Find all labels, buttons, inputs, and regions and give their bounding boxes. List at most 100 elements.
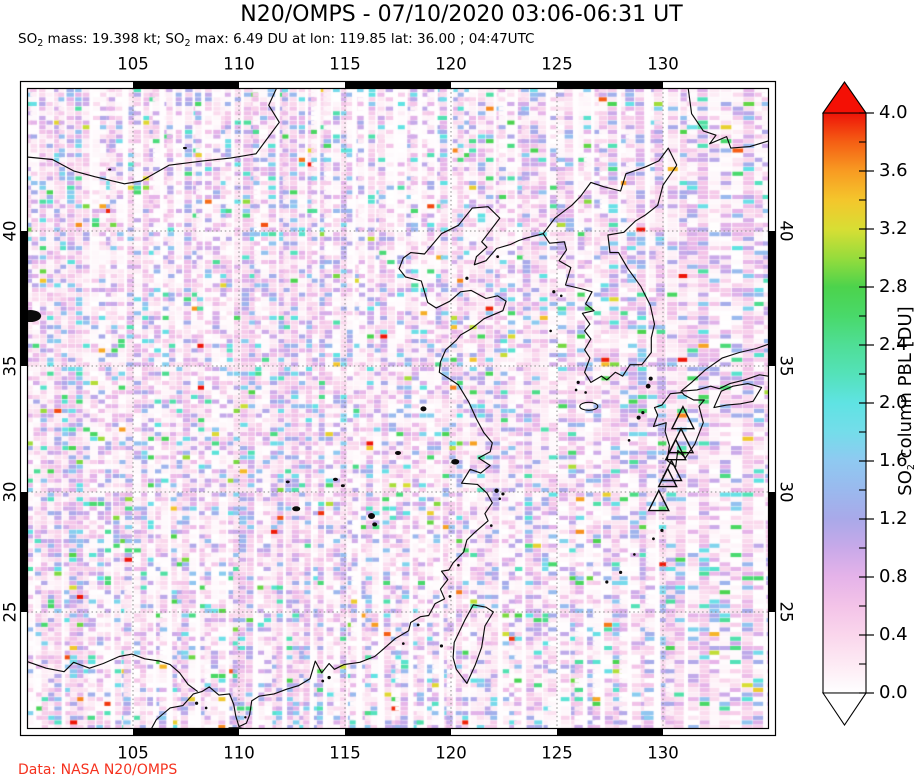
islet: [416, 623, 420, 627]
lake: [372, 522, 378, 527]
lat-tick-left-25: 25: [0, 601, 20, 623]
lake: [451, 458, 460, 465]
coastline-island-kyushu: [652, 391, 705, 468]
lake: [332, 477, 338, 481]
map-inner-frame: [26, 87, 770, 730]
so2-pixel-field: [27, 88, 769, 729]
islet: [627, 439, 631, 442]
islet: [552, 290, 556, 294]
colorbar-tick-label: 0.8: [879, 565, 908, 587]
frame-segment: [345, 728, 451, 736]
frame-segment: [768, 231, 776, 366]
lat-tick-left-35: 35: [0, 355, 20, 377]
coastline-border-vietnam: [27, 653, 199, 693]
frame-segment: [557, 728, 663, 736]
colorbar-tick-label: 1.6: [879, 449, 908, 471]
lake: [340, 484, 345, 488]
frame-segment: [768, 492, 776, 612]
subscript: 2: [906, 464, 917, 471]
lat-tick-right-25: 25: [776, 601, 796, 623]
lat-tick-right-40: 40: [776, 220, 796, 242]
coastline-border-nkorea: [542, 147, 678, 235]
islet: [660, 528, 664, 533]
lat-tick-right-30: 30: [776, 481, 796, 503]
lon-tick-top-110: 110: [223, 54, 255, 74]
coastline-coast-primorye: [687, 88, 769, 149]
lon-tick-bottom-130: 130: [647, 743, 679, 763]
islet: [559, 294, 563, 298]
figure-title: N20/OMPS - 07/10/2020 03:06-06:31 UT: [240, 2, 683, 27]
map-content: [27, 88, 769, 729]
islet: [648, 376, 653, 381]
colorbar-tick-label: 0.0: [879, 681, 908, 703]
lon-tick-top-120: 120: [435, 54, 467, 74]
islet: [448, 595, 452, 598]
lon-tick-top-115: 115: [329, 54, 361, 74]
volcano-marker: [664, 438, 687, 461]
lon-tick-bottom-120: 120: [435, 743, 467, 763]
subscript: 2: [37, 38, 44, 49]
lat-tick-left-40: 40: [0, 220, 20, 242]
island-outline: [579, 401, 599, 411]
coastline-island-shikoku: [713, 383, 763, 409]
islet: [494, 488, 499, 493]
islet: [457, 563, 460, 567]
frame-segment: [20, 231, 28, 366]
islet: [605, 580, 609, 584]
colorbar-tick-label: 3.2: [879, 217, 908, 239]
islet: [327, 675, 331, 680]
coastline-coast-korea: [542, 164, 678, 383]
colorbar-tick-label: 3.6: [879, 159, 908, 181]
islet: [641, 411, 645, 415]
colorbar: [822, 112, 867, 694]
frame-segment: [345, 81, 451, 89]
colorbar-tick-label: 0.4: [879, 623, 908, 645]
islet: [498, 497, 502, 501]
colorbar-tick-label: 2.4: [879, 333, 908, 355]
lon-tick-bottom-105: 105: [117, 743, 149, 763]
lake: [108, 168, 112, 171]
coastline-coast-china: [150, 206, 544, 729]
lake: [182, 146, 187, 150]
islet: [645, 383, 651, 389]
islet: [636, 415, 641, 420]
islet: [195, 701, 199, 705]
lake: [292, 506, 301, 512]
islet: [489, 524, 493, 527]
coastline-border-mongolia: [27, 88, 280, 185]
colorbar-over-arrow: [821, 81, 868, 114]
colorbar-tick-label: 1.2: [879, 507, 908, 529]
text-segment: column PBL [DU]: [895, 306, 916, 465]
text-segment: max: 6.49 DU at lon: 119.85 lat: 36.00 ;…: [190, 31, 535, 47]
lon-tick-bottom-115: 115: [329, 743, 361, 763]
islet: [584, 391, 587, 394]
map-outer-frame: [19, 80, 777, 737]
islet: [465, 276, 469, 280]
lake: [368, 513, 375, 519]
frame-segment: [133, 728, 239, 736]
lake: [420, 406, 427, 412]
islet: [204, 706, 208, 710]
colorbar-tick-label: 4.0: [879, 101, 908, 123]
islet: [576, 380, 580, 384]
lake: [285, 480, 290, 484]
volcano-marker: [657, 467, 678, 488]
volcano-marker: [647, 488, 670, 512]
lon-tick-top-105: 105: [117, 54, 149, 74]
lon-tick-bottom-110: 110: [223, 743, 255, 763]
islet: [574, 388, 578, 392]
text-segment: SO: [895, 470, 916, 496]
islet: [244, 716, 247, 719]
coastline-island-honshu: [680, 343, 769, 392]
volcano-marker: [670, 405, 696, 430]
islet: [439, 644, 444, 648]
lat-tick-right-35: 35: [776, 355, 796, 377]
subscript: 2: [184, 38, 191, 49]
frame-segment: [557, 81, 663, 89]
islet: [321, 679, 325, 683]
lake: [27, 310, 42, 323]
text-segment: SO: [18, 31, 38, 47]
frame-segment: [20, 492, 28, 612]
